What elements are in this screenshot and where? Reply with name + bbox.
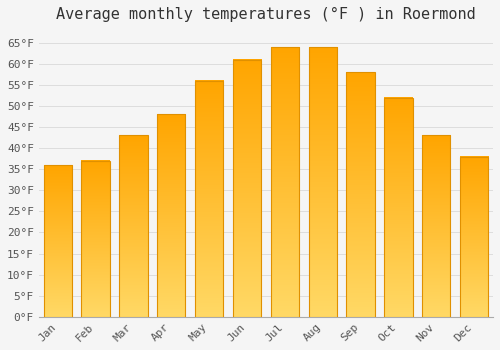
Bar (270, 47, 299, 317)
Title: Average monthly temperatures (°F ) in Roermond: Average monthly temperatures (°F ) in Ro… (56, 7, 476, 22)
Bar (82, 161, 110, 317)
Bar (422, 135, 450, 317)
Bar (44, 165, 72, 317)
Bar (195, 80, 224, 317)
Bar (119, 135, 148, 317)
Bar (346, 72, 375, 317)
Bar (233, 60, 261, 317)
Bar (460, 156, 488, 317)
Bar (157, 114, 186, 317)
Bar (384, 98, 412, 317)
Bar (308, 47, 337, 317)
